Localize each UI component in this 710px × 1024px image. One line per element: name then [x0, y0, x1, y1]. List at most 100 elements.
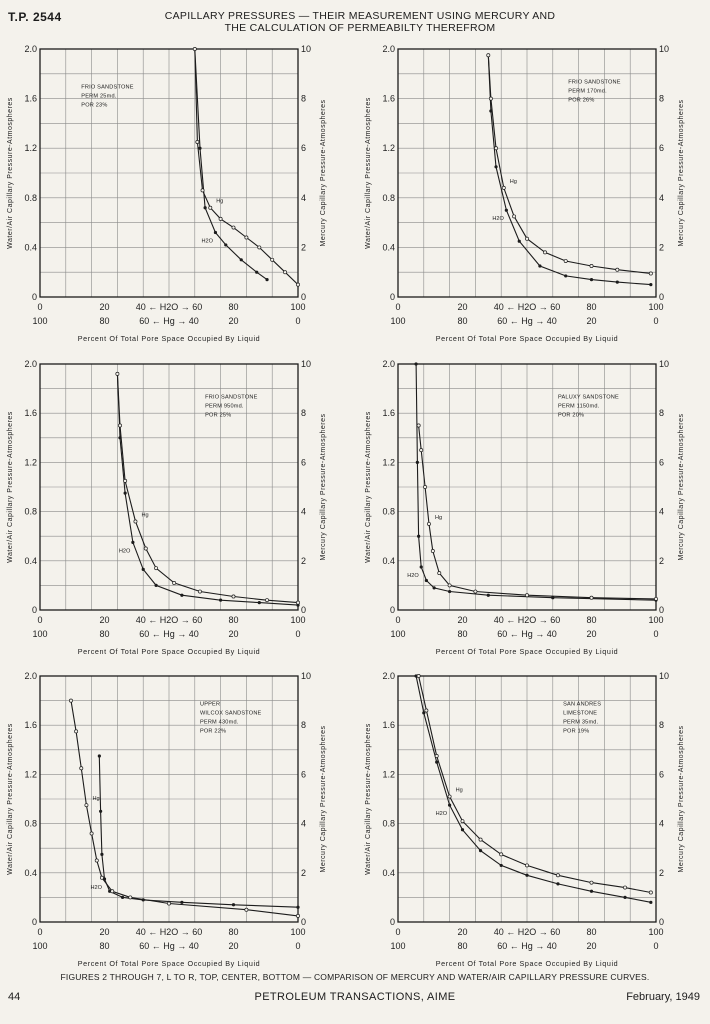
x-tick-label-hg: 80	[457, 316, 467, 326]
data-point-hg	[218, 216, 223, 221]
right-tick-label: 4	[301, 193, 306, 203]
x-tick-label-h2o: 0	[37, 615, 42, 625]
x-tick-label-hg: 100	[390, 316, 405, 326]
x-tick-label-hg: 60 ← Hg → 40	[139, 629, 199, 639]
data-point-h2o	[100, 852, 104, 856]
plot-frame	[39, 48, 299, 298]
series-line-h2o	[194, 48, 268, 281]
x-tick-label-h2o: 80	[228, 927, 238, 937]
data-point-hg	[460, 819, 465, 824]
left-tick-label: 1.6	[24, 720, 37, 730]
x-tick-label-hg: 20	[228, 941, 238, 951]
data-point-hg	[133, 519, 138, 524]
left-tick-label: 0.8	[24, 819, 37, 829]
data-point-hg	[437, 571, 442, 576]
data-point-h2o	[556, 882, 560, 886]
data-point-h2o	[564, 274, 568, 278]
right-tick-label: 10	[659, 44, 669, 54]
plot-frame	[397, 363, 657, 611]
series-label-h2o: H2O	[91, 885, 103, 891]
x-tick-label-hg: 0	[653, 941, 658, 951]
data-point-hg	[501, 185, 506, 190]
data-point-h2o	[123, 491, 127, 495]
series-label-hg: Hg	[435, 515, 442, 521]
series-line-hg	[418, 675, 651, 894]
left-tick-label: 1.6	[24, 408, 37, 418]
data-point-hg	[488, 96, 493, 101]
x-tick-label-h2o: 100	[648, 615, 663, 625]
specimen-label-line: POR 23%	[81, 103, 107, 109]
data-point-h2o	[504, 208, 508, 212]
right-axis-title: Mercury Capillary Pressure-Atmospheres	[320, 414, 327, 561]
x-tick-label-h2o: 20	[99, 615, 109, 625]
x-tick-label-hg: 80	[99, 316, 109, 326]
right-tick-label: 6	[301, 769, 306, 779]
data-point-hg	[423, 485, 428, 489]
data-point-hg	[648, 890, 653, 895]
left-tick-label: 1.2	[24, 457, 37, 467]
data-point-h2o	[478, 849, 483, 853]
right-tick-label: 2	[659, 868, 664, 878]
x-axis-title: Percent Of Total Pore Space Occupied By …	[436, 334, 618, 343]
data-point-h2o	[448, 589, 452, 594]
data-point-h2o	[517, 239, 521, 243]
left-tick-label: 1.2	[382, 457, 395, 467]
left-tick-label: 1.6	[24, 94, 37, 104]
data-point-h2o	[180, 900, 184, 904]
x-tick-label-hg: 0	[295, 629, 300, 639]
left-tick-label: 1.2	[24, 769, 37, 779]
left-tick-label: 2.0	[382, 359, 395, 369]
series-label-hg: Hg	[141, 512, 148, 518]
data-point-h2o	[649, 900, 653, 904]
data-point-hg	[473, 589, 478, 594]
x-axis-title: Percent Of Total Pore Space Occupied By …	[78, 334, 260, 343]
data-point-hg	[208, 205, 213, 210]
left-tick-label: 0.8	[24, 193, 37, 203]
x-tick-label-hg: 80	[457, 941, 467, 951]
left-tick-label: 0	[390, 917, 395, 927]
specimen-label-line: PERM 950md.	[205, 403, 244, 409]
data-point-hg	[257, 245, 262, 250]
right-tick-label: 10	[301, 44, 311, 54]
x-tick-label-hg: 60 ← Hg → 40	[497, 941, 557, 951]
plot-frame	[39, 675, 299, 923]
x-tick-label-hg: 60 ← Hg → 40	[497, 316, 557, 326]
right-tick-label: 2	[301, 556, 306, 566]
data-point-hg	[419, 448, 424, 453]
data-point-hg	[416, 423, 421, 428]
data-point-h2o	[435, 760, 439, 764]
x-tick-label-hg: 0	[295, 316, 300, 326]
left-tick-label: 1.2	[24, 143, 37, 153]
x-axis-title: Percent Of Total Pore Space Occupied By …	[78, 959, 260, 968]
right-tick-label: 10	[659, 359, 669, 369]
data-point-h2o	[414, 674, 418, 678]
specimen-label-line: WILCOX SANDSTONE	[200, 711, 262, 717]
x-tick-label-h2o: 0	[395, 615, 400, 625]
x-tick-label-h2o: 80	[228, 615, 238, 625]
figure-caption: FIGURES 2 THROUGH 7, L TO R, TOP, CENTER…	[60, 972, 650, 982]
data-point-hg	[89, 831, 94, 836]
data-point-hg	[648, 271, 653, 276]
left-tick-label: 1.6	[382, 408, 395, 418]
specimen-label-line: FRIO SANDSTONE	[205, 394, 257, 400]
data-point-hg	[512, 214, 517, 219]
x-tick-label-h2o: 20	[457, 927, 467, 937]
right-tick-label: 8	[659, 94, 664, 104]
right-tick-label: 0	[301, 605, 306, 615]
data-point-h2o	[414, 362, 418, 366]
data-point-hg	[154, 566, 159, 571]
plot-frame	[397, 48, 657, 298]
specimen-label-line: PERM 1150md.	[558, 403, 600, 409]
data-point-hg	[430, 549, 435, 553]
data-point-h2o	[180, 593, 184, 597]
data-point-hg	[623, 885, 627, 890]
data-point-hg	[84, 803, 89, 808]
plot-frame	[39, 363, 299, 611]
x-tick-label-hg: 80	[99, 629, 109, 639]
x-tick-label-h2o: 0	[395, 927, 400, 937]
x-tick-label-hg: 0	[653, 629, 658, 639]
left-tick-label: 0.4	[24, 556, 37, 566]
data-point-h2o	[296, 905, 300, 909]
